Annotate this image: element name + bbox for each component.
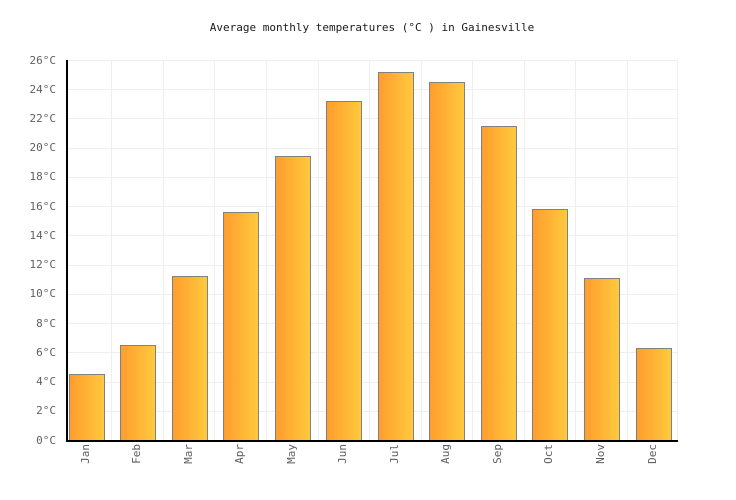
y-axis-label-22: 22°C	[29, 111, 57, 125]
bar-aug[interactable]	[429, 81, 466, 440]
bar-nov[interactable]	[584, 277, 620, 440]
x-axis-label-sep: Sep	[490, 444, 504, 464]
y-axis-label-6: 6°C	[36, 345, 56, 359]
gridline-horizontal	[68, 89, 678, 91]
x-axis-label-nov: Nov	[594, 444, 607, 464]
y-axis-label-0: 0°C	[36, 433, 56, 447]
x-axis-label-feb: Feb	[130, 444, 144, 464]
gridline-horizontal	[68, 264, 678, 266]
y-axis-label-12: 12°C	[29, 258, 57, 272]
y-axis-label-2: 2°C	[36, 404, 56, 418]
x-axis-label-aug: Aug	[439, 444, 453, 464]
gridline-horizontal	[68, 147, 678, 149]
gridline-vertical	[111, 60, 113, 440]
x-axis-label-oct: Oct	[542, 444, 556, 464]
y-axis-label-16: 16°C	[29, 199, 57, 213]
y-axis-label-18: 18°C	[29, 170, 57, 184]
x-axis-label-jan: Jan	[78, 444, 92, 464]
y-axis-label-24: 24°C	[29, 82, 57, 96]
gridline-vertical	[317, 60, 319, 440]
gridline-vertical	[162, 60, 164, 440]
bar-jul[interactable]	[377, 71, 414, 440]
chart-title: Average monthly temperatures (°C ) in Ga…	[209, 21, 535, 34]
gridline-vertical	[265, 60, 267, 440]
x-axis-label-jun: Jun	[336, 444, 350, 464]
y-axis-label-26: 26°C	[29, 53, 57, 67]
gridline-vertical	[523, 60, 525, 440]
plot-area	[66, 60, 678, 442]
bar-dec[interactable]	[635, 347, 672, 440]
bar-feb[interactable]	[120, 345, 157, 440]
gridline-vertical	[420, 60, 422, 440]
gridline-horizontal	[68, 60, 678, 61]
bar-jan[interactable]	[68, 374, 105, 440]
gridline-vertical	[214, 60, 216, 440]
gridline-horizontal	[68, 235, 678, 237]
gridline-vertical	[677, 60, 678, 440]
y-axis-label-8: 8°C	[36, 316, 56, 330]
gridline-horizontal	[68, 176, 678, 178]
x-axis-label-may: May	[284, 444, 298, 464]
x-axis-label-jul: Jul	[387, 444, 401, 464]
y-axis-label-14: 14°C	[29, 228, 57, 242]
bar-jun[interactable]	[326, 100, 363, 440]
bar-may[interactable]	[274, 156, 311, 440]
bar-mar[interactable]	[171, 276, 208, 440]
x-axis-label-apr: Apr	[233, 444, 247, 464]
gridline-horizontal	[68, 206, 678, 208]
bar-apr[interactable]	[223, 212, 260, 440]
y-axis-label-20: 20°C	[29, 141, 57, 155]
y-axis-label-10: 10°C	[29, 287, 57, 301]
gridline-vertical	[575, 60, 577, 440]
bar-sep[interactable]	[480, 125, 517, 440]
x-axis-label-mar: Mar	[181, 444, 195, 464]
gridline-vertical	[472, 60, 474, 440]
y-axis-label-4: 4°C	[36, 375, 56, 389]
x-axis-label-dec: Dec	[645, 444, 659, 464]
gridline-vertical	[626, 60, 628, 440]
gridline-horizontal	[68, 118, 678, 120]
bar-oct[interactable]	[532, 209, 569, 440]
gridline-vertical	[369, 60, 371, 440]
